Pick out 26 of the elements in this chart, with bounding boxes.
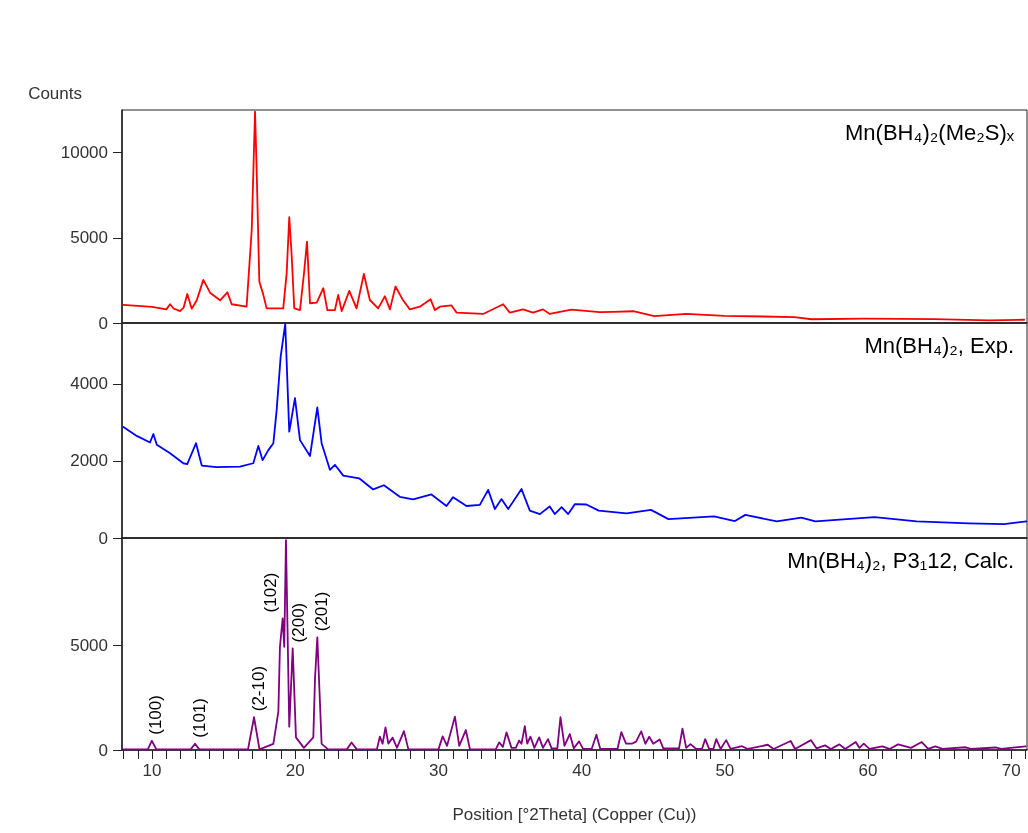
text: Mn(BH₄)₂(Me₂S)ₓ — [845, 119, 1015, 145]
y-tick-label: 5000 — [70, 635, 108, 655]
x-tick-label: 60 — [858, 761, 878, 780]
annotation: (101) — [189, 698, 209, 738]
annotation: (100) — [146, 695, 166, 735]
y-tick-label: 0 — [98, 740, 108, 760]
annotation: (201) — [311, 591, 331, 632]
annotation: (2-10) — [248, 665, 268, 712]
x-tick-label: 40 — [572, 761, 592, 780]
x-tick-label: 20 — [285, 761, 305, 780]
y-tick-label: 5000 — [70, 228, 108, 248]
y-tick-label: 2000 — [70, 451, 108, 471]
annotation: (200) — [289, 602, 309, 643]
annotation: (102) — [261, 572, 281, 613]
text: Mn(BH₄)₂, P3₁12, Calc. — [787, 547, 1014, 573]
x-tick-label: 50 — [715, 761, 735, 780]
y-tick-label: 4000 — [70, 374, 108, 394]
text: Mn(BH₄)₂, Exp. — [864, 332, 1014, 358]
x-tick-label: 30 — [429, 761, 448, 780]
x-tick-label: 70 — [1001, 761, 1021, 780]
y-tick-label: 10000 — [60, 143, 108, 163]
y-tick-label: 0 — [98, 528, 108, 548]
x-tick-label: 10 — [142, 761, 162, 780]
y-axis-title: Counts — [28, 84, 82, 103]
x-axis-title: Position [°2Theta] (Copper (Cu)) — [452, 805, 697, 824]
y-tick-label: 0 — [98, 313, 108, 333]
